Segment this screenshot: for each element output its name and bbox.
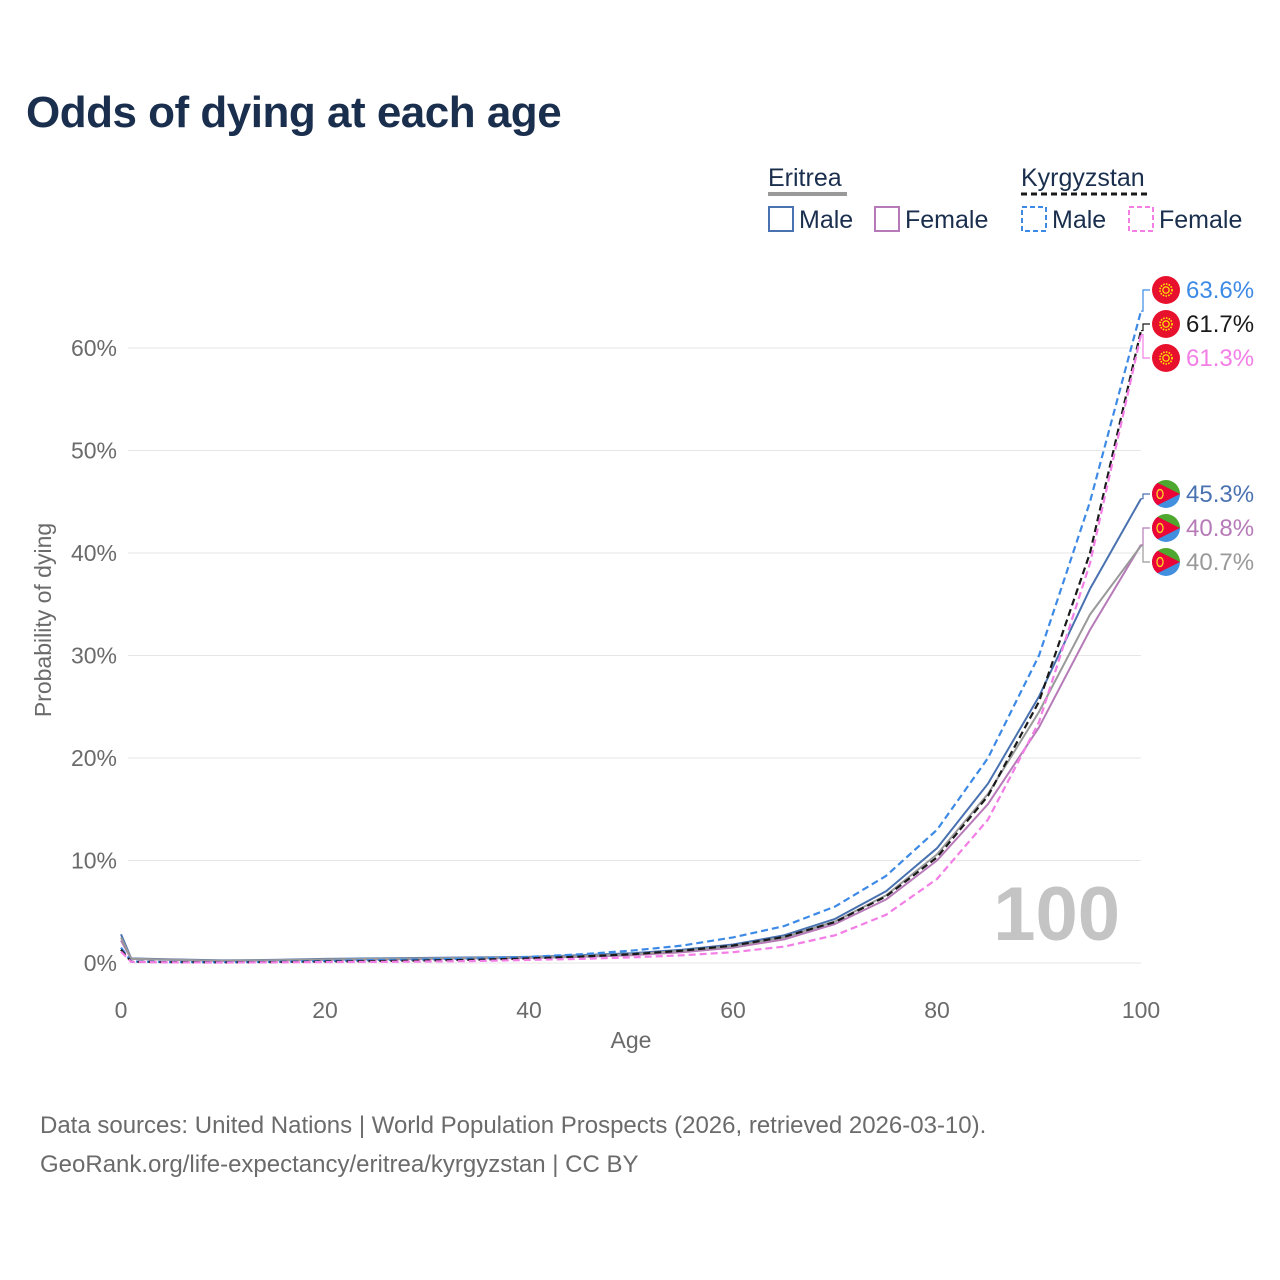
end-label-kyrgyzstan-female-value: 61.3% [1186, 345, 1254, 372]
x-tick-60: 60 [720, 997, 746, 1023]
x-tick-labels: 0 20 40 60 80 100 [115, 997, 1161, 1023]
series-line-kyrgyzstan-female[interactable] [120, 334, 1143, 964]
end-label-eritrea-male-flag-icon [1152, 480, 1180, 508]
y-tick-40: 40% [71, 540, 117, 566]
legend-eritrea-male-swatch[interactable] [768, 206, 794, 232]
legend-eritrea-female-label[interactable]: Female [905, 206, 988, 234]
y-tick-10: 10% [71, 848, 117, 874]
end-label-eritrea-male-value: 45.3% [1186, 481, 1254, 508]
legend-kyrgyzstan-male-label[interactable]: Male [1052, 206, 1106, 234]
x-tick-80: 80 [924, 997, 950, 1023]
legend: Eritrea Male Female Kyrgyzstan Male Fema… [768, 164, 1242, 234]
x-axis-label: Age [611, 1027, 652, 1053]
source-url[interactable]: GeoRank.org/life-expectancy/eritrea/kyrg… [40, 1151, 639, 1178]
source-line: Data sources: United Nations | World Pop… [40, 1112, 987, 1139]
legend-eritrea-title: Eritrea [768, 164, 842, 192]
series-line-kyrgyzstan-total[interactable] [120, 330, 1143, 964]
series-line-eritrea-female[interactable] [120, 544, 1142, 962]
legend-kyrgyzstan-title: Kyrgyzstan [1021, 164, 1145, 192]
x-tick-20: 20 [312, 997, 338, 1023]
grid-lines [128, 347, 1141, 964]
y-tick-labels: 0% 10% 20% 30% 40% 50% 60% [71, 335, 117, 976]
end-label-eritrea-female-connector [1141, 527, 1150, 546]
legend-kyrgyzstan-male-swatch[interactable] [1021, 206, 1047, 232]
end-label-eritrea-total-connector [1141, 545, 1150, 563]
y-tick-50: 50% [71, 438, 117, 464]
end-label-eritrea-female-value: 40.8% [1186, 515, 1254, 542]
end-label-kyrgyzstan-total-flag-icon [1152, 310, 1180, 338]
end-labels: 63.6% 61.7% 61.3% 45.3% 40.8% 40.7% [1152, 276, 1254, 576]
y-tick-0: 0% [84, 950, 117, 976]
end-label-kyrgyzstan-male-connector [1141, 289, 1150, 312]
end-label-kyrgyzstan-male-flag-icon [1152, 276, 1180, 304]
current-age-watermark: 100 [993, 872, 1120, 957]
end-label-kyrgyzstan-female-connector [1141, 334, 1150, 359]
legend-kyrgyzstan-female-label[interactable]: Female [1159, 206, 1242, 234]
series-line-kyrgyzstan-male[interactable] [120, 310, 1143, 964]
chart-title: Odds of dying at each age [26, 88, 562, 137]
label-connectors [1141, 289, 1150, 563]
end-label-eritrea-female-flag-icon [1152, 514, 1180, 542]
chart-svg: 0% 10% 20% 30% 40% 50% 60% 0 20 40 60 80 100 100 63… [30, 164, 1254, 1053]
end-label-kyrgyzstan-total-value: 61.7% [1186, 311, 1254, 338]
legend-eritrea-male-label[interactable]: Male [799, 206, 853, 234]
series-line-eritrea-total[interactable] [120, 545, 1142, 962]
x-tick-40: 40 [516, 997, 542, 1023]
legend-kyrgyzstan-female-swatch[interactable] [1128, 206, 1154, 232]
y-tick-60: 60% [71, 335, 117, 361]
end-label-kyrgyzstan-total-connector [1141, 323, 1150, 332]
x-tick-0: 0 [115, 997, 128, 1023]
x-tick-100: 100 [1122, 997, 1160, 1023]
legend-eritrea-female-swatch[interactable] [874, 206, 900, 232]
y-tick-30: 30% [71, 643, 117, 669]
source-note: Data sources: United Nations | World Pop… [40, 1106, 986, 1184]
series-lines [120, 310, 1143, 964]
series-line-eritrea-male[interactable] [120, 498, 1142, 962]
end-label-kyrgyzstan-female-flag-icon [1152, 344, 1180, 372]
y-axis-label: Probability of dying [30, 523, 56, 717]
end-label-eritrea-total-value: 40.7% [1186, 549, 1254, 576]
end-label-eritrea-male-connector [1141, 493, 1150, 500]
y-tick-20: 20% [71, 745, 117, 771]
end-label-kyrgyzstan-male-value: 63.6% [1186, 277, 1254, 304]
end-label-eritrea-total-flag-icon [1152, 548, 1180, 576]
